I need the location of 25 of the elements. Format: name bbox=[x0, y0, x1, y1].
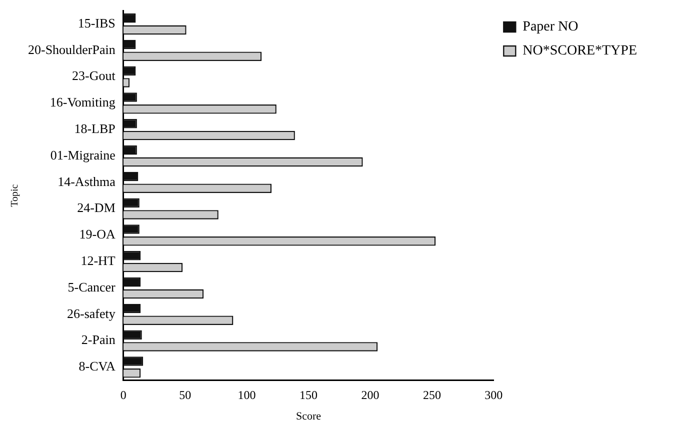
x-tick-label: 50 bbox=[179, 388, 192, 402]
y-tick-label: 5-Cancer bbox=[68, 279, 116, 294]
x-tick-label: 200 bbox=[361, 388, 380, 402]
x-tick-label: 250 bbox=[422, 388, 441, 402]
y-tick-label: 20-ShoulderPain bbox=[28, 42, 116, 57]
legend-label: NO*SCORE*TYPE bbox=[522, 44, 638, 59]
y-tick-label: 16-Vomiting bbox=[50, 94, 116, 110]
y-tick-label: 19-OA bbox=[79, 226, 116, 242]
legend-label: Paper NO bbox=[522, 20, 578, 35]
y-tick-label: 18-LBP bbox=[74, 121, 116, 136]
y-tick-label: 2-Pain bbox=[81, 332, 116, 348]
y-tick-label: 01-Migraine bbox=[50, 147, 116, 162]
y-tick-label: 12-HT bbox=[80, 253, 116, 268]
y-tick-label: 14-Asthma bbox=[58, 174, 116, 189]
x-tick-label: 300 bbox=[484, 388, 503, 402]
y-tick-label: 26-safety bbox=[67, 306, 116, 321]
x-tick-label: 100 bbox=[238, 388, 256, 402]
x-tick-label: 0 bbox=[120, 388, 126, 402]
y-tick-label: 24-DM bbox=[77, 200, 116, 216]
y-axis-title: Topic bbox=[10, 184, 21, 207]
x-axis-title: Score bbox=[296, 410, 322, 422]
y-tick-label: 23-Gout bbox=[72, 68, 116, 84]
x-tick-label: 150 bbox=[300, 388, 318, 402]
y-tick-label: 15-IBS bbox=[78, 15, 116, 30]
y-tick-label: 8-CVA bbox=[78, 358, 116, 374]
